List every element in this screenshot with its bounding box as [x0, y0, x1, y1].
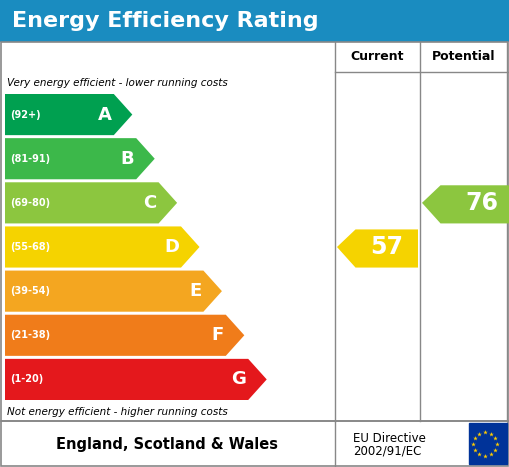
Text: Not energy efficient - higher running costs: Not energy efficient - higher running co… — [7, 407, 228, 417]
Text: B: B — [121, 150, 134, 168]
Polygon shape — [5, 315, 244, 356]
Bar — [1, 42, 508, 421]
Polygon shape — [5, 138, 155, 179]
Text: (1-20): (1-20) — [10, 375, 43, 384]
Text: D: D — [164, 238, 179, 256]
Text: Energy Efficiency Rating: Energy Efficiency Rating — [12, 11, 319, 31]
Text: Very energy efficient - lower running costs: Very energy efficient - lower running co… — [7, 78, 228, 88]
Text: E: E — [189, 282, 202, 300]
Text: (55-68): (55-68) — [10, 242, 50, 252]
Polygon shape — [5, 182, 177, 223]
Text: Current: Current — [351, 50, 404, 64]
Polygon shape — [422, 185, 509, 223]
Text: F: F — [212, 326, 224, 344]
Text: (81-91): (81-91) — [10, 154, 50, 164]
Text: EU Directive: EU Directive — [353, 432, 426, 445]
Bar — [469, 423, 507, 464]
Text: 57: 57 — [370, 235, 403, 259]
Polygon shape — [337, 229, 418, 268]
Text: 2002/91/EC: 2002/91/EC — [353, 445, 421, 458]
Polygon shape — [5, 359, 267, 400]
Text: (69-80): (69-80) — [10, 198, 50, 208]
Polygon shape — [5, 94, 132, 135]
Text: (21-38): (21-38) — [10, 330, 50, 340]
Text: (92+): (92+) — [10, 110, 41, 120]
Text: C: C — [144, 194, 157, 212]
Bar — [1, 421, 508, 466]
Text: (39-54): (39-54) — [10, 286, 50, 296]
Polygon shape — [5, 226, 200, 268]
Text: Potential: Potential — [432, 50, 495, 64]
Polygon shape — [5, 270, 222, 311]
Text: A: A — [98, 106, 112, 124]
Text: G: G — [231, 370, 246, 389]
Bar — [0, 0, 509, 42]
Text: 76: 76 — [466, 191, 498, 215]
Text: England, Scotland & Wales: England, Scotland & Wales — [56, 437, 278, 452]
